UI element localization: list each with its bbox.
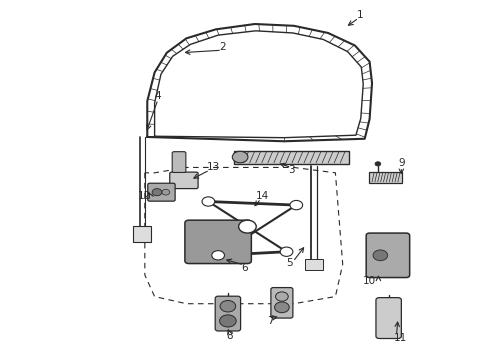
Text: 12: 12 bbox=[138, 191, 151, 201]
Circle shape bbox=[152, 189, 162, 196]
FancyBboxPatch shape bbox=[366, 233, 410, 278]
Circle shape bbox=[212, 251, 224, 260]
Text: 4: 4 bbox=[155, 91, 161, 101]
Text: 6: 6 bbox=[242, 263, 248, 273]
Text: 2: 2 bbox=[220, 42, 226, 52]
Text: 13: 13 bbox=[207, 162, 220, 172]
Text: 3: 3 bbox=[288, 165, 294, 175]
Text: 8: 8 bbox=[226, 331, 233, 341]
Circle shape bbox=[290, 201, 303, 210]
Text: 10: 10 bbox=[363, 276, 376, 286]
Circle shape bbox=[280, 247, 293, 256]
Text: 14: 14 bbox=[255, 191, 269, 201]
FancyBboxPatch shape bbox=[305, 259, 323, 270]
FancyBboxPatch shape bbox=[271, 288, 293, 318]
FancyBboxPatch shape bbox=[148, 183, 175, 201]
FancyBboxPatch shape bbox=[133, 226, 151, 242]
Circle shape bbox=[239, 220, 256, 233]
Circle shape bbox=[373, 250, 388, 261]
FancyBboxPatch shape bbox=[376, 298, 401, 338]
Text: 9: 9 bbox=[398, 158, 405, 168]
Circle shape bbox=[162, 189, 170, 195]
Text: 7: 7 bbox=[267, 316, 274, 325]
FancyBboxPatch shape bbox=[215, 296, 241, 331]
FancyBboxPatch shape bbox=[170, 172, 198, 189]
Circle shape bbox=[220, 301, 236, 312]
Text: 5: 5 bbox=[287, 258, 293, 268]
Circle shape bbox=[220, 315, 236, 327]
Circle shape bbox=[232, 151, 248, 163]
Circle shape bbox=[375, 162, 381, 166]
FancyBboxPatch shape bbox=[185, 220, 251, 264]
Circle shape bbox=[274, 302, 289, 313]
FancyBboxPatch shape bbox=[172, 152, 186, 172]
Circle shape bbox=[202, 197, 215, 206]
Text: 1: 1 bbox=[357, 10, 363, 20]
Circle shape bbox=[275, 292, 288, 301]
FancyBboxPatch shape bbox=[234, 150, 348, 163]
Text: 11: 11 bbox=[394, 333, 407, 343]
FancyBboxPatch shape bbox=[368, 172, 402, 183]
